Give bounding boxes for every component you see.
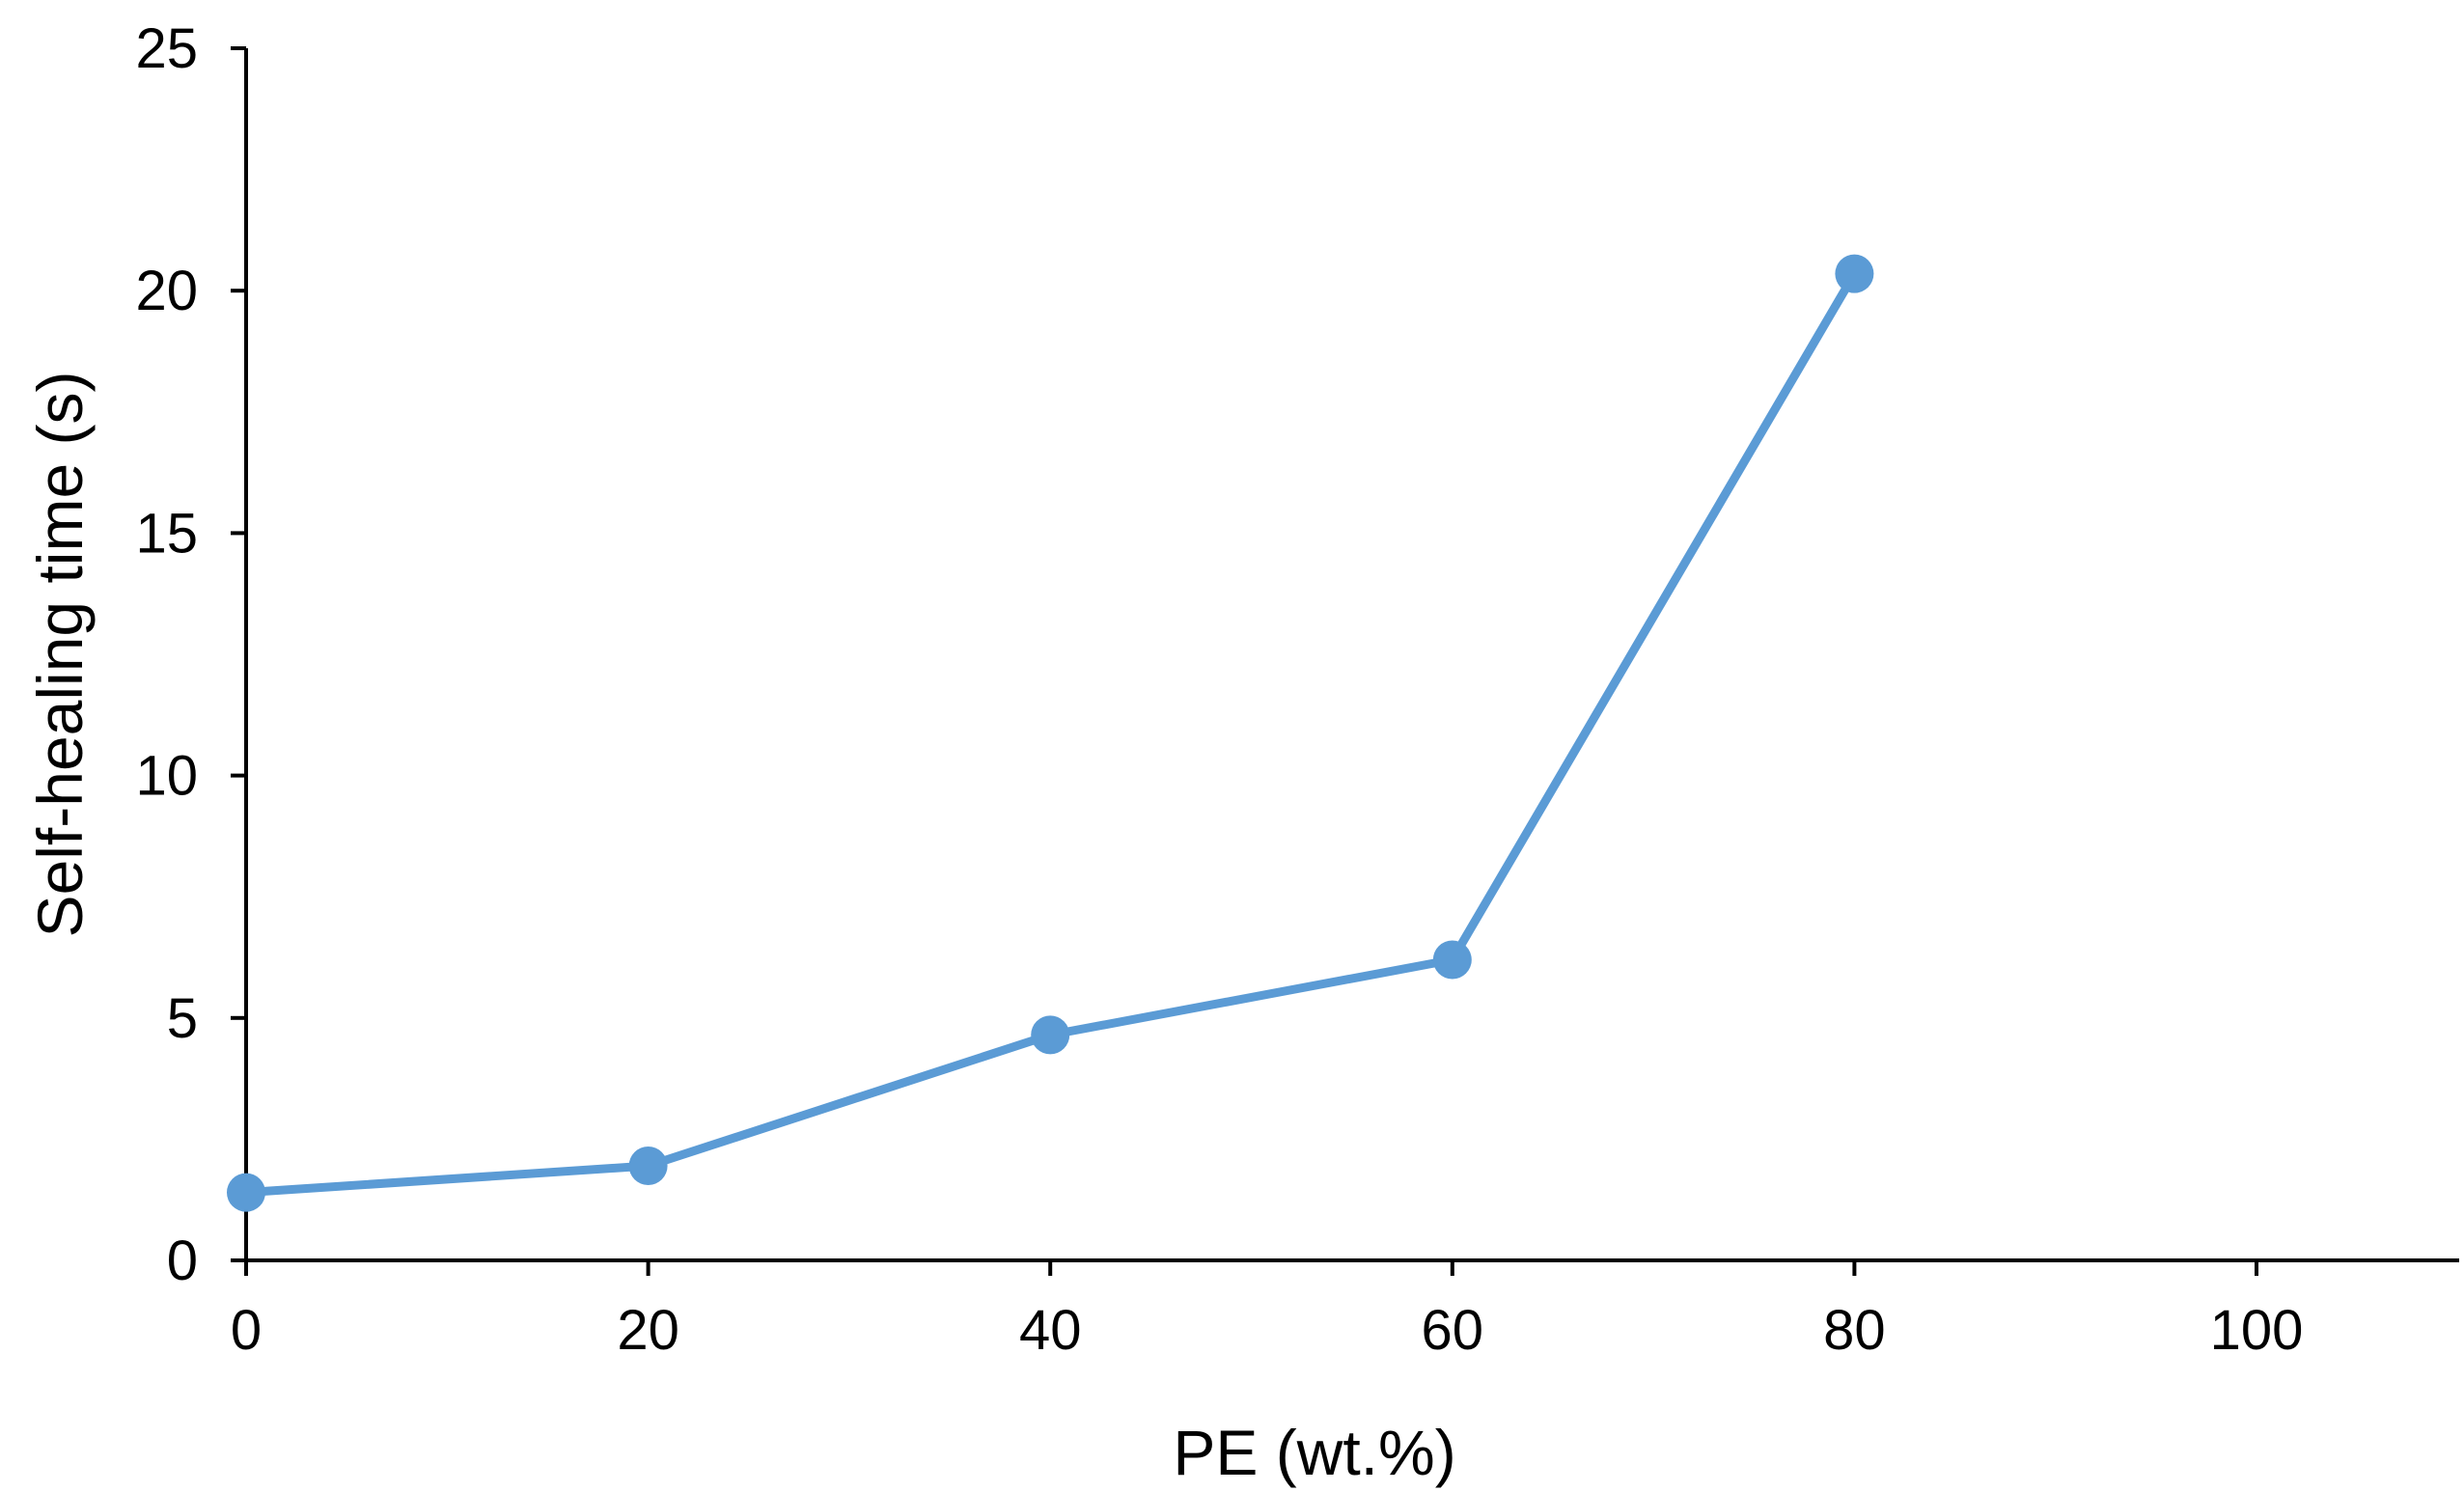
data-point [1432, 940, 1472, 980]
series-layer [227, 254, 1874, 1212]
y-ticks: 0 5 10 15 20 25 [135, 17, 246, 1292]
x-tick-label: 20 [617, 1299, 679, 1362]
y-tick-label: 0 [167, 1230, 198, 1292]
x-tick-label: 0 [231, 1299, 262, 1362]
y-tick-label: 20 [135, 260, 198, 322]
axes [244, 48, 2459, 1262]
data-point [227, 1173, 265, 1212]
x-tick-label: 80 [1823, 1299, 1886, 1362]
data-point [1835, 254, 1874, 293]
data-point [1031, 1015, 1070, 1055]
series-line [241, 269, 1859, 1198]
y-tick-label: 15 [135, 502, 198, 565]
data-point [628, 1147, 668, 1186]
x-tick-label: 40 [1019, 1299, 1082, 1362]
y-axis-title: Self-healing time (s) [24, 372, 96, 938]
x-axis-title: PE (wt.%) [1173, 1417, 1455, 1488]
x-tick-label: 100 [2210, 1299, 2304, 1362]
y-tick-label: 5 [167, 987, 198, 1050]
x-ticks: 0 20 40 60 80 100 [231, 1260, 2304, 1362]
x-tick-label: 60 [1422, 1299, 1484, 1362]
y-tick-label: 10 [135, 745, 198, 808]
y-tick-label: 25 [135, 17, 198, 80]
